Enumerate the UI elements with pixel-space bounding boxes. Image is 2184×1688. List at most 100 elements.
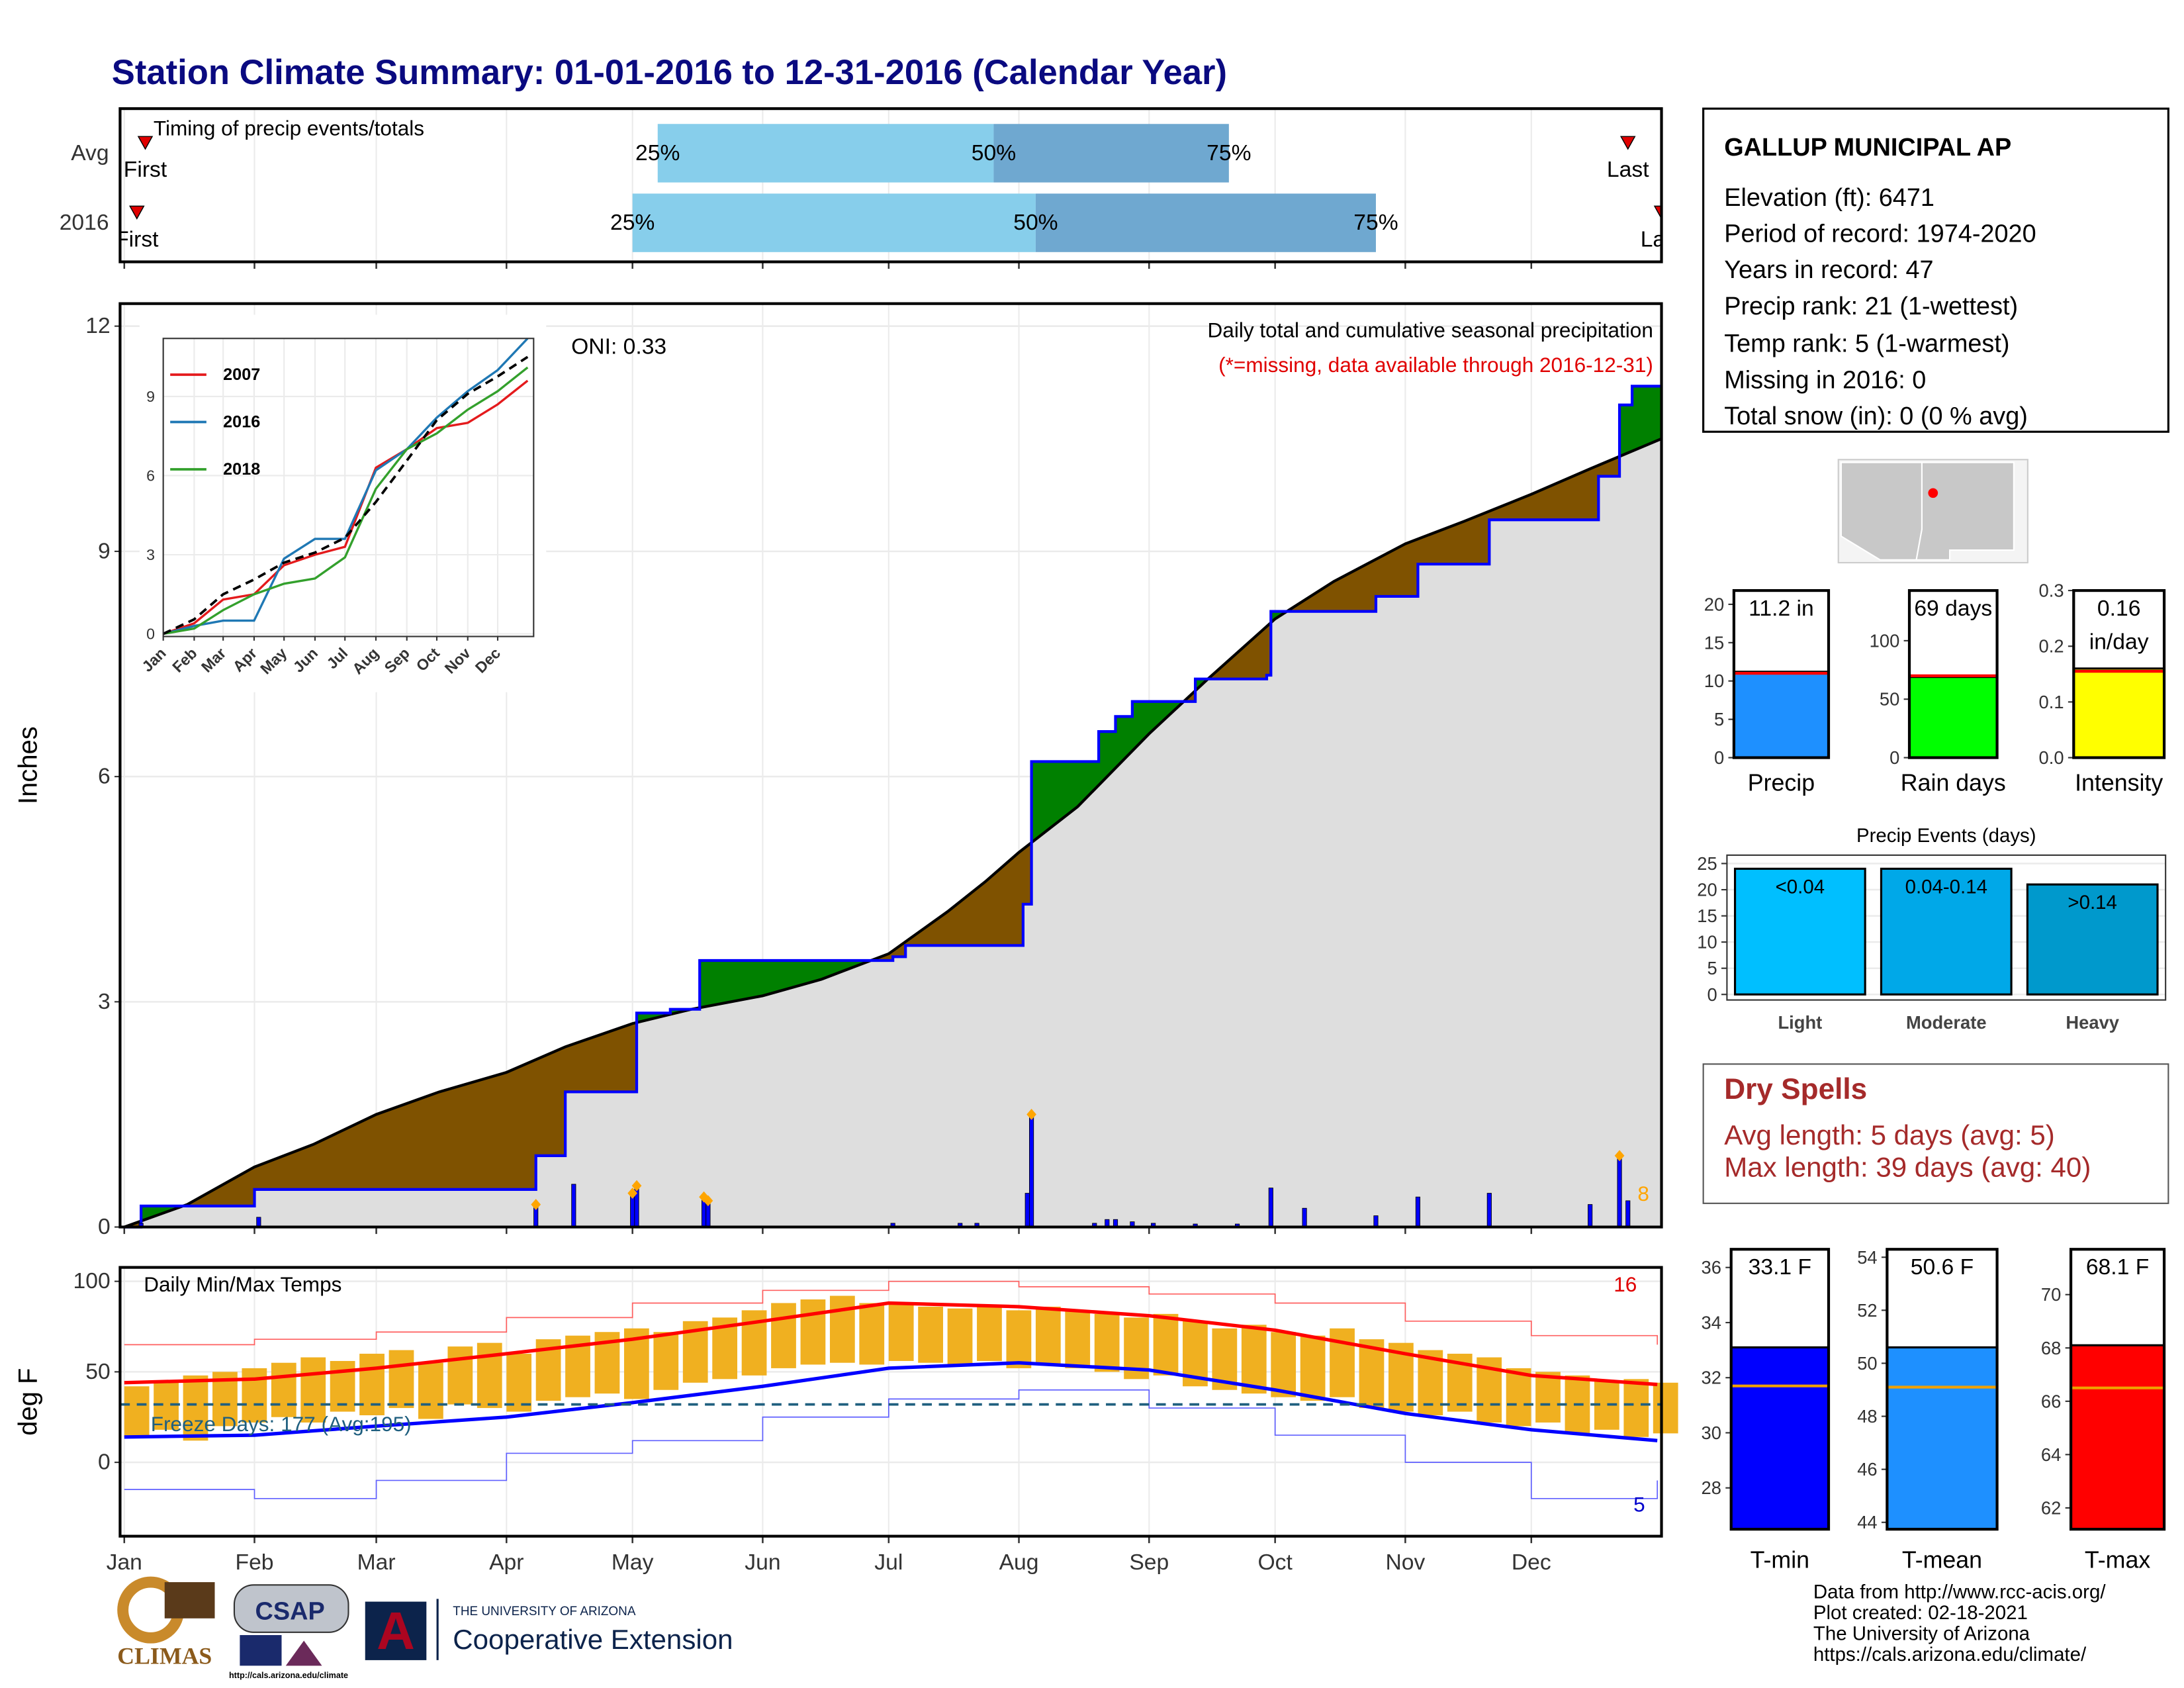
value-label: 11.2 in xyxy=(1749,597,1814,622)
daily-precip-bar xyxy=(1486,1193,1492,1228)
bin-label: >0.14 xyxy=(2068,892,2117,914)
daily-temp-range xyxy=(1094,1313,1120,1372)
plot-frame xyxy=(1886,1248,1999,1531)
y-tick-label: 68 xyxy=(2041,1338,2061,1358)
daily-temp-range xyxy=(859,1303,885,1365)
timing-plot: First 25% 50% 75% Last First 25% 50% 75% Last xyxy=(115,124,1662,252)
daily-precip-bar xyxy=(1268,1188,1273,1228)
footer-line: Plot created: 02-18-2021 xyxy=(1813,1602,2028,1624)
bar xyxy=(2070,1344,2165,1530)
plot-frame xyxy=(1726,854,2167,1001)
daily-temp-range xyxy=(1535,1372,1561,1423)
summary-bar-chart: 62 64 66 68 70 68.1 F T-max xyxy=(2041,1248,2166,1573)
value-label: 69 days xyxy=(1914,597,1993,622)
y-tick-label: 10 xyxy=(1697,932,1717,953)
category-label: Heavy xyxy=(2066,1012,2119,1033)
temperature-chart: Jan Feb Mar Apr May Jun Jul Aug Sep Oct Nov Dec 0 50 1… xyxy=(14,1266,1678,1575)
y-tick-label: 0.2 xyxy=(2039,636,2064,657)
temp-line xyxy=(124,1280,1659,1346)
plot-frame xyxy=(2069,1248,2166,1531)
dry-spells-title: Dry Spells xyxy=(1724,1073,1867,1105)
y-tick-label: 36 xyxy=(1702,1257,1721,1278)
value-label: 33.1 F xyxy=(1748,1256,1812,1280)
station-line: Period of record: 1974-2020 xyxy=(1724,220,2036,248)
daily-temp-range xyxy=(388,1350,414,1409)
ua-extension: Cooperative Extension xyxy=(453,1624,733,1655)
row-label: Avg xyxy=(71,141,109,165)
quartile-bar xyxy=(657,124,994,183)
daily-temp-range xyxy=(418,1362,443,1419)
category-label: Light xyxy=(1778,1012,1822,1033)
x-tick-label: Oct xyxy=(1257,1550,1293,1575)
x-tick-label: May xyxy=(612,1550,654,1575)
y-tick-label: 0.0 xyxy=(2039,747,2064,768)
plot-frame xyxy=(118,302,1663,1229)
value-label: 50.6 F xyxy=(1910,1256,1974,1280)
daily-temp-range xyxy=(977,1305,1002,1361)
dry-spells-line: Max length: 39 days (avg: 40) xyxy=(1724,1152,2091,1183)
daily-temp-range xyxy=(1271,1332,1297,1397)
page-title: Station Climate Summary: 01-01-2016 to 1… xyxy=(112,53,1227,92)
y-tick-label: 12 xyxy=(85,314,110,338)
y-tick-label: 66 xyxy=(2041,1391,2061,1411)
daily-precip-bar xyxy=(1024,1193,1030,1228)
y-tick-label: 6 xyxy=(146,467,155,484)
map-state xyxy=(1915,461,2015,561)
plot-frame xyxy=(162,338,535,637)
y-tick-label: 100 xyxy=(1870,630,1900,651)
daily-temp-range xyxy=(1623,1379,1649,1437)
daily-precip-bar xyxy=(1302,1207,1307,1228)
summary-bar-chart: 0.0 0.1 0.2 0.3 0.16 in/day Intensity xyxy=(2039,581,2166,796)
y-tick-label: 32 xyxy=(1702,1368,1721,1388)
csap-mountain xyxy=(285,1640,322,1666)
inset-background xyxy=(139,314,547,692)
y-tick-label: 5 xyxy=(1707,958,1717,978)
bar xyxy=(1886,1346,1999,1530)
station-line: Precip rank: 21 (1-wettest) xyxy=(1724,293,2018,320)
timing-title: Timing of precip events/totals xyxy=(154,117,424,140)
area-both xyxy=(124,438,1662,1227)
legend-label: 2018 xyxy=(223,460,260,479)
x-tick-label: Apr xyxy=(489,1550,523,1575)
marker-label: First xyxy=(115,227,159,252)
y-tick-label: 0 xyxy=(146,626,155,643)
low-record-count: 5 xyxy=(1633,1492,1645,1516)
chart-subtitle: (*=missing, data available through 2016-… xyxy=(1218,353,1653,377)
summary-bar-chart: 0 5 10 15 20 11.2 in Precip xyxy=(1704,588,1831,796)
daily-temp-range xyxy=(271,1362,296,1417)
series-line xyxy=(163,338,529,635)
category-label: Precip xyxy=(1748,769,1815,796)
daily-temp-range xyxy=(1006,1310,1032,1368)
csap-block xyxy=(240,1635,282,1666)
csap-url: http://cals.arizona.edu/climate xyxy=(229,1671,348,1680)
category-label: T-max xyxy=(2085,1546,2150,1573)
x-tick-label: Dec xyxy=(1512,1550,1551,1575)
daily-temp-range xyxy=(1241,1325,1267,1394)
station-box xyxy=(1702,107,2169,433)
daily-precip-bar xyxy=(1029,1114,1034,1228)
quartile-bar xyxy=(632,193,1036,252)
oni-annotation: ONI: 0.33 xyxy=(571,334,666,359)
y-tick-label: 50 xyxy=(1857,1353,1877,1374)
x-tick-label: Nov xyxy=(1385,1550,1425,1575)
record-count: 8 xyxy=(1637,1182,1649,1205)
y-tick-label: 52 xyxy=(1857,1300,1877,1321)
value-label-box: 33.1 F xyxy=(1748,1256,1812,1280)
x-tick-label: Jan xyxy=(107,1550,142,1575)
event-marker xyxy=(1653,205,1662,220)
y-tick-label: 0 xyxy=(1889,747,1899,768)
category-label: Intensity xyxy=(2075,769,2163,796)
y-tick-label: 50 xyxy=(1880,689,1899,710)
daily-temp-range xyxy=(506,1354,532,1412)
csap-cloud xyxy=(233,1584,349,1633)
quartile-bar xyxy=(1035,193,1376,252)
plot-frame xyxy=(1907,588,1999,759)
locator-map xyxy=(1837,459,2028,564)
precip-chart: 0 3 6 9 12 8 Daily total and cumulative season… xyxy=(14,302,1663,1239)
y-tick-label: 15 xyxy=(1704,632,1724,653)
bar xyxy=(1880,867,2013,996)
y-tick-label: 20 xyxy=(1697,880,1717,900)
csap-logo-text: CSAP xyxy=(255,1597,325,1625)
station-line: Elevation (ft): 6471 xyxy=(1724,184,1934,212)
record-marker xyxy=(531,1199,541,1210)
